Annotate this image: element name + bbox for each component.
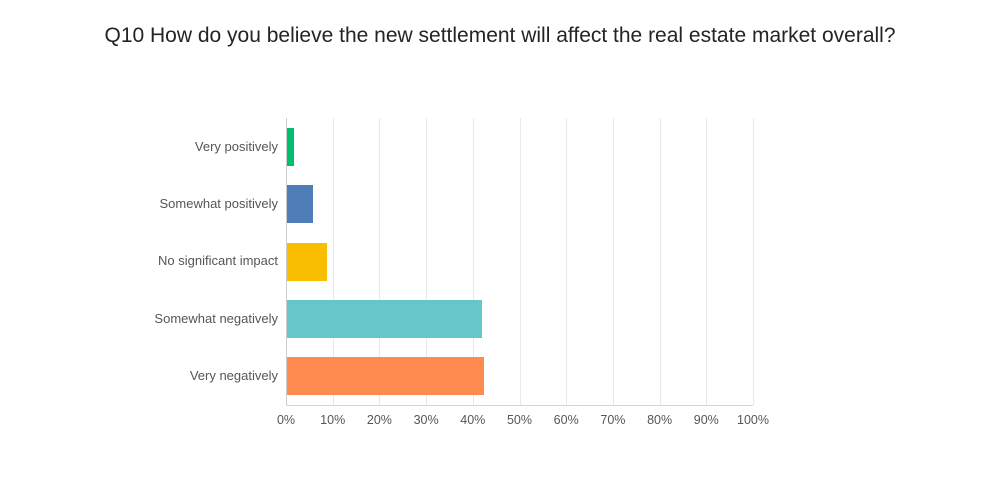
x-tick-label-80pct: 80% — [647, 413, 673, 427]
plot-area — [286, 118, 754, 406]
category-axis-labels: Very positively Somewhat positively No sig… — [150, 118, 278, 405]
gridline-70% — [612, 118, 614, 405]
category-label-somewhat-negatively: Somewhat negatively — [154, 310, 278, 326]
y-axis-line — [286, 118, 287, 405]
x-tick-label-20pct: 20% — [366, 413, 392, 427]
x-tick-label-60pct: 60% — [553, 413, 579, 427]
x-tick-label-40pct: 40% — [460, 413, 486, 427]
category-label-somewhat-positively: Somewhat positively — [159, 196, 279, 212]
x-tick-label-30pct: 30% — [413, 413, 439, 427]
x-tick-label-50pct: 50% — [506, 413, 533, 427]
x-tick-label-0pct: 0% — [276, 413, 296, 427]
chart-title: Q10 How do you believe the new settlemen… — [104, 24, 896, 47]
bar-somewhat-positively — [287, 185, 314, 224]
gridline-50% — [519, 118, 521, 405]
gridline-90% — [706, 118, 708, 405]
gridline-20% — [379, 118, 381, 405]
bar-somewhat-negatively — [287, 299, 482, 338]
bar-no-significant-impact — [287, 242, 328, 281]
gridline-100% — [753, 118, 754, 405]
category-label-no-significant-impact: No significant impact — [158, 253, 278, 269]
category-label-very-positively: Very positively — [194, 138, 278, 154]
bar-very-positively — [287, 127, 294, 166]
gridline-30% — [426, 118, 428, 405]
x-tick-label-70pct: 70% — [600, 413, 626, 427]
x-tick-label-90pct: 90% — [693, 413, 719, 427]
x-tick-label-10pct: 10% — [320, 413, 346, 427]
gridline-40% — [472, 118, 474, 405]
gridline-60% — [566, 118, 568, 405]
x-tick-label-100pct: 100% — [737, 413, 769, 427]
value-axis-tick-labels: 0% 10% 20% 30% 40% 50% 60% 70% 80% 90% 100% — [277, 413, 769, 433]
gridline-80% — [659, 118, 661, 405]
bar-very-negatively — [287, 357, 484, 396]
gridline-10% — [332, 118, 334, 405]
category-label-very-negatively: Very negatively — [189, 368, 278, 384]
